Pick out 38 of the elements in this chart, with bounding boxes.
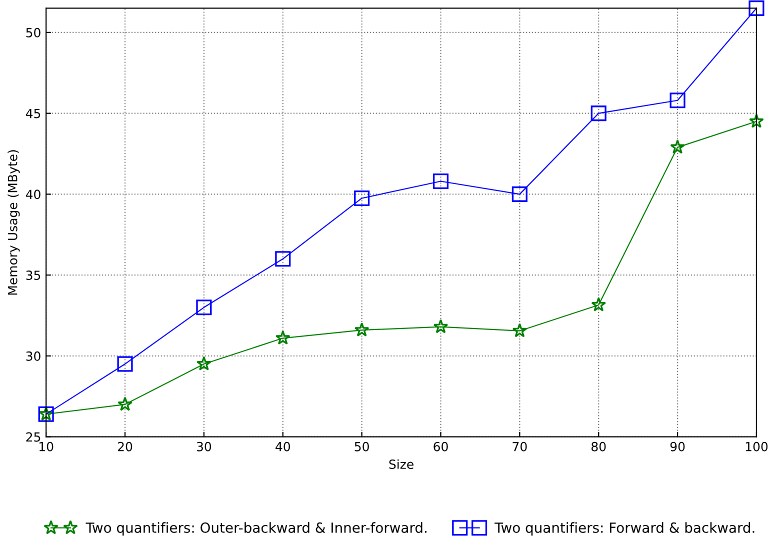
point: [433, 319, 448, 334]
legend-label: Two quantifiers: Forward & backward.: [494, 522, 754, 536]
x-tick-label: 90: [670, 442, 685, 452]
point: [590, 106, 606, 122]
point: [749, 114, 764, 128]
x-tick-label: 60: [434, 442, 448, 452]
point: [354, 190, 370, 206]
legend-label: Two quantifiers: Outer-backward & Inner-forward.: [86, 522, 426, 536]
y-tick-label: 30: [26, 351, 40, 361]
point: [512, 323, 528, 338]
point: [670, 140, 685, 154]
y-tick-label: 35: [26, 270, 40, 280]
x-tick-label: 10: [40, 442, 54, 452]
point: [196, 300, 212, 316]
y-axis-title: Memory Usage (MByte): [8, 150, 20, 295]
point: [591, 297, 606, 312]
y-tick-label: 45: [26, 108, 40, 118]
x-tick-label: 40: [276, 442, 290, 452]
x-tick-label: 20: [118, 442, 132, 452]
x-tick-label: 100: [746, 442, 768, 452]
point: [275, 251, 291, 267]
x-tick-label: 50: [354, 442, 369, 452]
point: [432, 173, 449, 190]
x-tick-label: 80: [592, 442, 606, 452]
point: [196, 356, 212, 370]
point: [748, 0, 764, 16]
point: [117, 356, 133, 372]
x-tick-label: 70: [512, 442, 527, 452]
point: [354, 322, 370, 337]
point: [275, 330, 290, 345]
x-axis-title: Size: [389, 459, 414, 469]
y-tick-label: 25: [26, 432, 40, 442]
point: [512, 186, 528, 202]
y-tick-label: 50: [26, 28, 40, 38]
y-tick-label: 40: [26, 190, 40, 200]
x-tick-label: 30: [196, 442, 212, 452]
point: [118, 396, 132, 411]
point: [670, 92, 686, 108]
